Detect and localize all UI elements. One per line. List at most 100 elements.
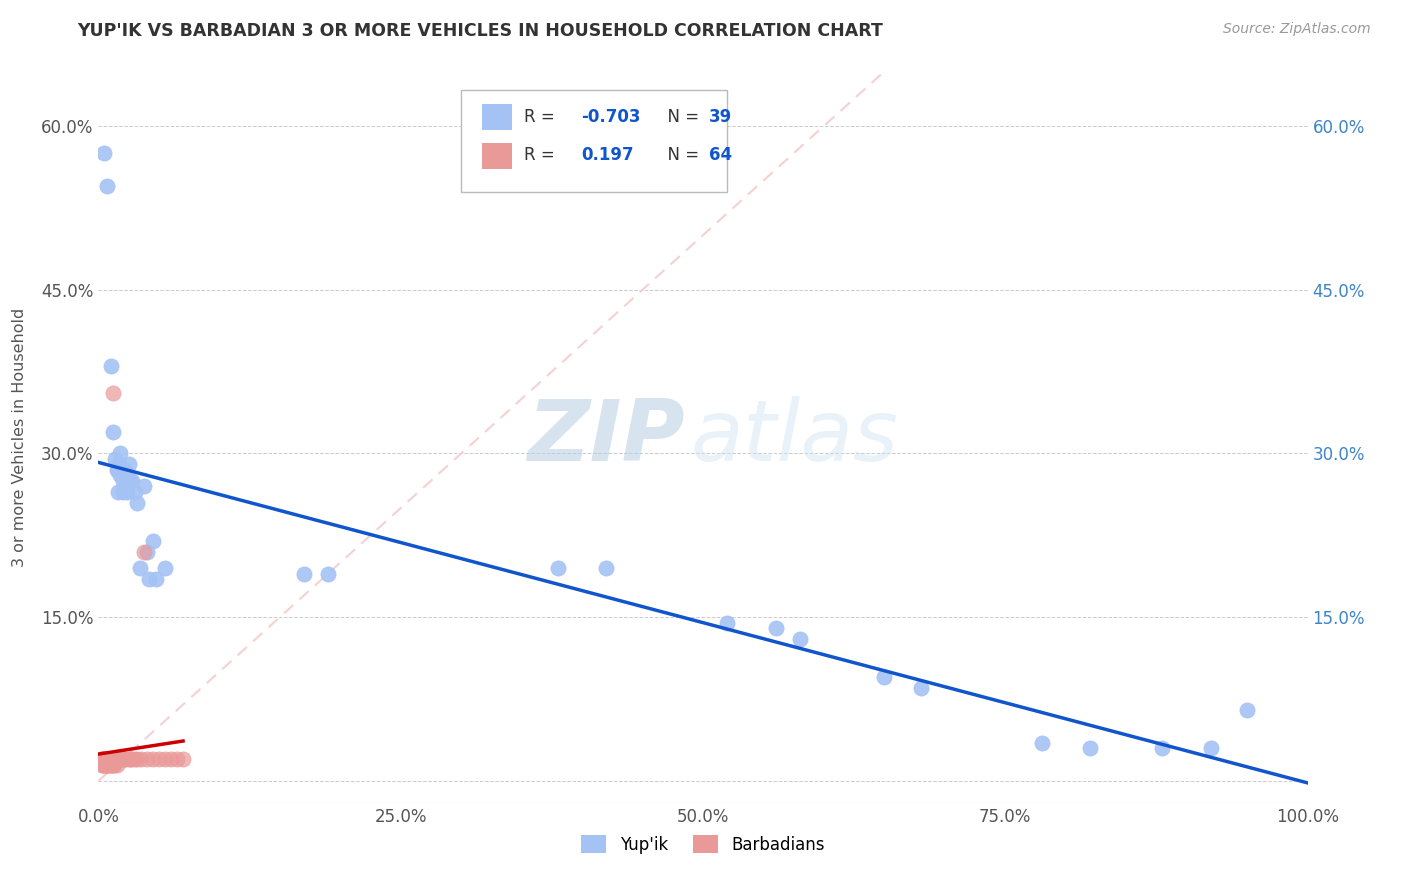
Point: [127, 752, 149, 766]
Point: [104, 451, 127, 466]
Point: [108, 446, 131, 460]
Point: [121, 752, 143, 766]
Point: [98, 757, 121, 772]
Point: [93, 752, 115, 766]
Point: [124, 752, 146, 766]
Text: 64: 64: [709, 146, 733, 164]
Point: [153, 752, 176, 766]
Point: [111, 474, 134, 488]
Point: [96, 752, 118, 766]
Point: [114, 463, 136, 477]
Text: 39: 39: [709, 108, 733, 126]
Point: [101, 386, 124, 401]
Point: [108, 752, 131, 766]
FancyBboxPatch shape: [482, 143, 512, 169]
Point: [117, 484, 139, 499]
Text: 0.197: 0.197: [581, 146, 634, 164]
Point: [110, 752, 132, 766]
Point: [153, 561, 176, 575]
Point: [96, 752, 118, 766]
Point: [103, 757, 125, 772]
Point: [124, 484, 146, 499]
Point: [138, 572, 160, 586]
Point: [142, 752, 165, 766]
Point: [96, 757, 118, 772]
Point: [1152, 741, 1174, 756]
Point: [873, 670, 896, 684]
FancyBboxPatch shape: [461, 90, 727, 192]
Point: [103, 752, 125, 766]
Point: [135, 545, 157, 559]
Point: [134, 479, 156, 493]
Point: [172, 752, 194, 766]
Text: Source: ZipAtlas.com: Source: ZipAtlas.com: [1223, 22, 1371, 37]
Point: [118, 474, 141, 488]
Point: [100, 359, 122, 373]
Point: [90, 752, 112, 766]
Point: [111, 484, 134, 499]
Point: [97, 752, 120, 766]
Point: [166, 752, 188, 766]
Y-axis label: 3 or more Vehicles in Household: 3 or more Vehicles in Household: [13, 308, 27, 566]
Point: [105, 752, 128, 766]
Point: [94, 752, 117, 766]
Point: [100, 757, 122, 772]
Point: [93, 757, 115, 772]
Point: [114, 479, 136, 493]
Point: [101, 752, 124, 766]
Point: [1031, 736, 1053, 750]
Point: [111, 752, 134, 766]
Point: [765, 621, 787, 635]
Point: [96, 757, 118, 772]
Point: [114, 752, 136, 766]
Point: [142, 533, 165, 548]
Point: [107, 752, 129, 766]
Legend: Yup'ik, Barbadians: Yup'ik, Barbadians: [575, 829, 831, 860]
Point: [118, 752, 141, 766]
Point: [108, 752, 131, 766]
Text: N =: N =: [657, 146, 704, 164]
Point: [91, 752, 114, 766]
Text: -0.703: -0.703: [581, 108, 640, 126]
Point: [789, 632, 811, 646]
Point: [91, 752, 114, 766]
Point: [129, 752, 152, 766]
Point: [101, 425, 124, 439]
Point: [108, 458, 131, 472]
Point: [91, 757, 114, 772]
Point: [1236, 703, 1258, 717]
Point: [107, 463, 129, 477]
Text: ZIP: ZIP: [527, 395, 685, 479]
Point: [108, 468, 131, 483]
Point: [160, 752, 183, 766]
Point: [135, 752, 157, 766]
Point: [910, 681, 932, 695]
Point: [105, 463, 128, 477]
Point: [118, 752, 141, 766]
FancyBboxPatch shape: [482, 104, 512, 130]
Point: [101, 757, 124, 772]
Text: N =: N =: [657, 108, 704, 126]
Point: [121, 474, 143, 488]
Point: [148, 752, 170, 766]
Text: R =: R =: [524, 108, 560, 126]
Point: [292, 566, 315, 581]
Point: [100, 752, 122, 766]
Point: [100, 752, 122, 766]
Point: [93, 146, 115, 161]
Point: [118, 458, 141, 472]
Point: [97, 752, 120, 766]
Text: R =: R =: [524, 146, 560, 164]
Point: [128, 561, 150, 575]
Point: [93, 752, 115, 766]
Point: [101, 752, 124, 766]
Point: [145, 572, 167, 586]
Point: [547, 561, 569, 575]
Text: atlas: atlas: [690, 395, 898, 479]
Point: [107, 484, 129, 499]
Point: [94, 752, 117, 766]
Point: [1199, 741, 1222, 756]
Text: YUP'IK VS BARBADIAN 3 OR MORE VEHICLES IN HOUSEHOLD CORRELATION CHART: YUP'IK VS BARBADIAN 3 OR MORE VEHICLES I…: [77, 22, 883, 40]
Point: [134, 545, 156, 559]
Point: [96, 179, 118, 194]
